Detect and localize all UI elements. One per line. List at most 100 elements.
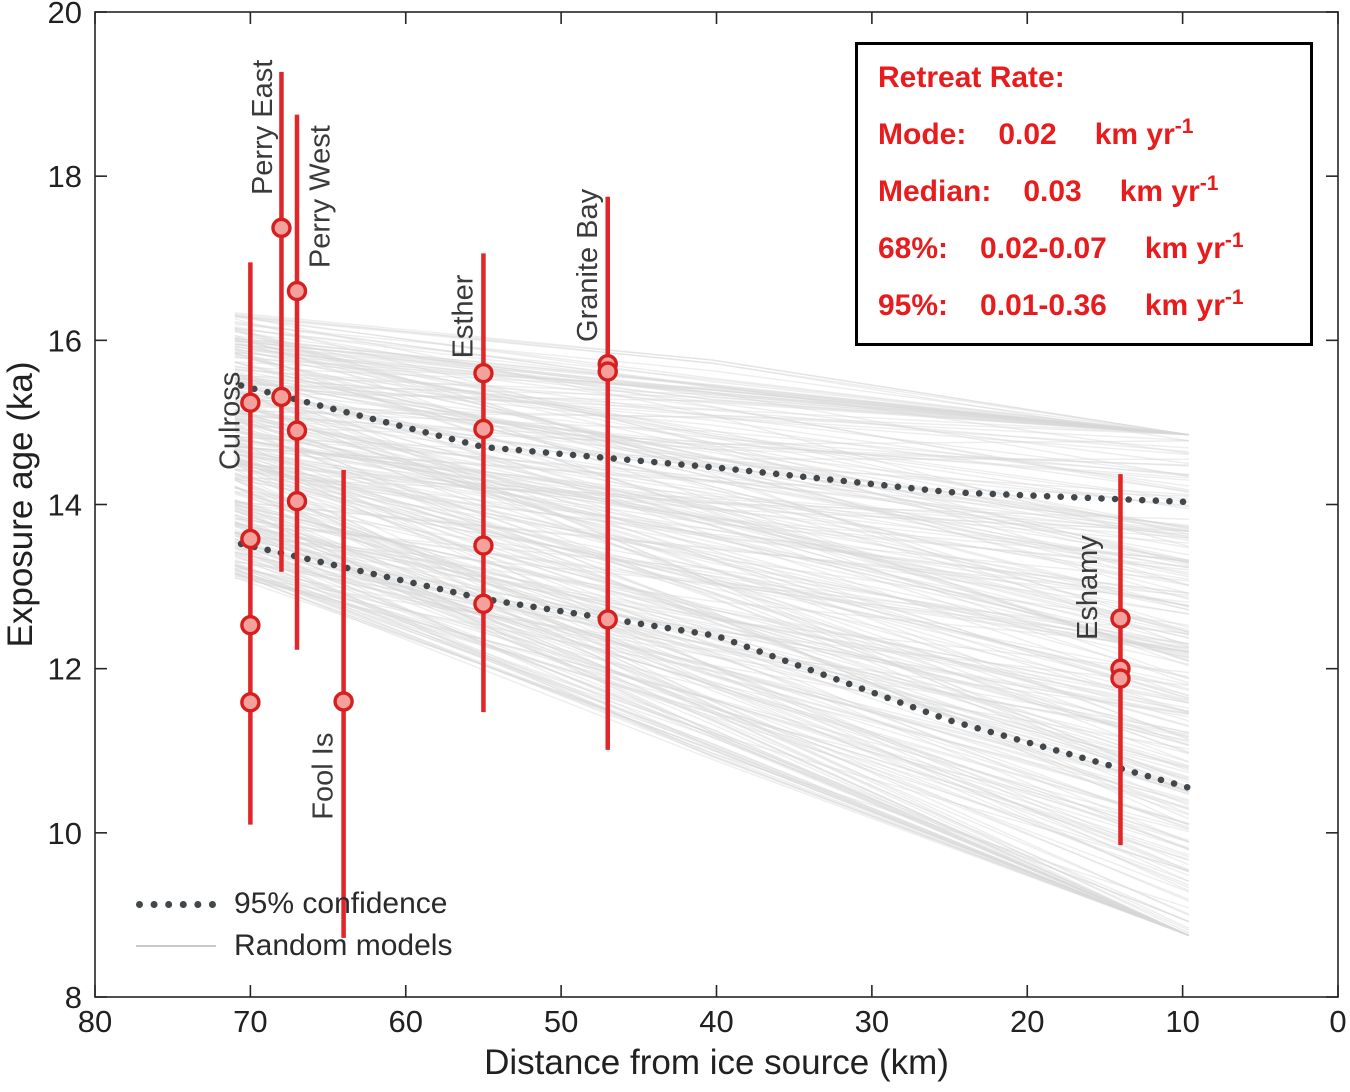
- random-model-line: [234, 534, 1190, 789]
- random-model-line: [234, 370, 1190, 697]
- random-model-line: [234, 368, 1189, 531]
- random-model-line: [234, 371, 1190, 763]
- random-model-line: [234, 444, 1189, 606]
- random-model-line: [234, 339, 1189, 510]
- random-model-line: [234, 361, 1190, 611]
- random-model-line: [234, 559, 1190, 843]
- rr-label: Mode:: [878, 118, 967, 151]
- random-model-line: [234, 551, 1189, 750]
- random-model-line: [234, 353, 1189, 535]
- random-model-line: [234, 544, 1190, 937]
- random-model-line: [234, 331, 1189, 436]
- random-model-line: [234, 538, 1190, 842]
- random-model-line: [234, 499, 1190, 755]
- random-model-line: [234, 368, 1189, 436]
- sample-point-perry-east: [271, 217, 292, 239]
- confidence-lower-line: [237, 540, 1193, 791]
- random-model-line: [234, 459, 1189, 666]
- y-axis-title: Exposure age (ka): [1, 362, 40, 648]
- random-model-line: [234, 477, 1190, 692]
- random-model-line: [234, 528, 1190, 901]
- random-model-line: [234, 329, 1190, 586]
- rr-value: 0.02-0.07: [980, 232, 1107, 265]
- random-model-line: [234, 486, 1190, 830]
- sample-point-perry-west: [286, 280, 308, 302]
- random-model-line: [234, 420, 1190, 680]
- x-tick-label: 30: [855, 1004, 889, 1039]
- random-model-line: [234, 477, 1189, 654]
- site-label-fool-is: Fool Is: [308, 733, 340, 820]
- retreat-rate-mode: Mode: 0.02 km yr-1: [878, 108, 1290, 154]
- random-model-line: [234, 414, 1189, 611]
- random-model-line: [234, 377, 1189, 540]
- random-model-line: [234, 388, 1190, 631]
- random-model-line: [234, 514, 1190, 779]
- random-model-line: [234, 369, 1189, 465]
- random-model-line: [234, 569, 1190, 833]
- random-model-line: [234, 453, 1189, 615]
- rr-value: 0.01-0.36: [980, 289, 1107, 322]
- random-model-line: [234, 337, 1189, 436]
- random-model-line: [234, 540, 1190, 937]
- random-model-line: [234, 447, 1189, 653]
- random-model-line: [234, 547, 1189, 734]
- random-model-line: [234, 377, 1189, 436]
- y-tick-label: 10: [48, 816, 82, 851]
- legend-item-models: Random models: [136, 926, 452, 966]
- random-model-line: [234, 546, 1189, 687]
- random-model-line: [234, 564, 1190, 937]
- site-labels: Culross Perry East Perry West Fool Is Esther…: [214, 60, 1104, 820]
- random-model-line: [234, 457, 1190, 746]
- random-model-line: [234, 346, 1189, 491]
- random-model-line: [234, 431, 1189, 608]
- x-tick-label: 60: [389, 1004, 423, 1039]
- rr-unit: km yr-1: [1144, 229, 1244, 265]
- random-model-line: [234, 386, 1189, 453]
- random-model-line: [234, 521, 1190, 915]
- random-model-line: [234, 338, 1189, 562]
- random-model-line: [234, 415, 1189, 587]
- random-model-line: [234, 540, 1190, 937]
- random-model-line: [234, 410, 1189, 449]
- axis-ticks: 80 70 60 50 40 30 20 10 0 8 10 12 14 16 18 20: [48, 0, 1347, 1039]
- random-model-line: [234, 530, 1190, 937]
- rr-label: 95%:: [878, 289, 949, 322]
- sample-point-culross: [240, 392, 261, 413]
- random-model-line: [234, 391, 1190, 704]
- random-model-line: [234, 469, 1189, 595]
- random-model-line: [234, 509, 1190, 937]
- random-model-line: [234, 571, 1190, 937]
- random-model-line: [234, 330, 1190, 647]
- random-model-line: [234, 315, 1189, 436]
- random-model-line: [234, 312, 1189, 436]
- random-model-line: [234, 424, 1190, 788]
- random-model-line: [234, 416, 1189, 639]
- random-model-line: [234, 453, 1190, 753]
- random-model-line: [234, 477, 1190, 892]
- random-model-line: [234, 567, 1190, 937]
- random-model-line: [234, 522, 1190, 937]
- random-model-line: [234, 374, 1189, 436]
- random-model-line: [234, 556, 1190, 804]
- random-model-line: [234, 564, 1190, 872]
- random-model-line: [234, 485, 1190, 889]
- random-model-line: [234, 409, 1189, 477]
- random-model-line: [234, 561, 1190, 937]
- random-model-line: [234, 532, 1190, 825]
- random-model-line: [234, 417, 1189, 569]
- random-model-line: [234, 572, 1190, 937]
- random-model-line: [234, 418, 1190, 713]
- random-model-line: [234, 316, 1189, 436]
- random-model-line: [234, 532, 1189, 769]
- random-model-line: [234, 417, 1190, 700]
- random-model-line: [234, 577, 1190, 790]
- legend-label: Random models: [234, 929, 453, 962]
- random-model-line: [234, 345, 1189, 530]
- random-model-line: [234, 522, 1189, 645]
- random-model-line: [234, 501, 1189, 597]
- random-model-line: [234, 429, 1190, 784]
- random-model-line: [234, 552, 1189, 714]
- random-model-line: [234, 337, 1189, 436]
- random-model-line: [234, 513, 1190, 825]
